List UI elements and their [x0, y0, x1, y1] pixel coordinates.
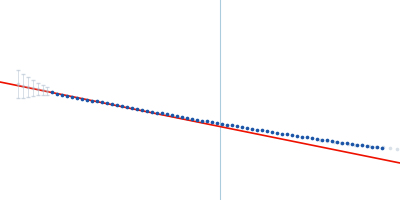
Point	[214, 121, 220, 125]
Point	[154, 111, 160, 115]
Point	[331, 140, 337, 144]
Point	[339, 141, 345, 145]
Point	[49, 90, 55, 94]
Point	[15, 82, 21, 86]
Point	[329, 139, 335, 143]
Point	[30, 86, 36, 90]
Point	[164, 112, 170, 116]
Point	[149, 110, 155, 114]
Point	[159, 111, 165, 115]
Point	[344, 141, 350, 145]
Point	[319, 138, 325, 142]
Point	[229, 123, 235, 127]
Point	[189, 117, 195, 121]
Point	[379, 146, 385, 150]
Point	[35, 87, 41, 91]
Point	[129, 106, 135, 110]
Point	[354, 143, 360, 147]
Point	[64, 94, 70, 98]
Point	[40, 88, 46, 92]
Point	[394, 147, 400, 151]
Point	[284, 132, 290, 136]
Point	[254, 128, 260, 132]
Point	[373, 145, 379, 149]
Point	[89, 99, 95, 103]
Point	[324, 138, 330, 142]
Point	[134, 107, 140, 111]
Point	[99, 100, 105, 104]
Point	[194, 118, 200, 122]
Point	[309, 136, 315, 140]
Point	[74, 96, 80, 100]
Point	[366, 144, 372, 148]
Point	[264, 129, 270, 133]
Point	[109, 102, 115, 106]
Point	[359, 143, 365, 147]
Point	[84, 98, 90, 102]
Point	[387, 146, 393, 150]
Point	[274, 131, 280, 135]
Point	[239, 125, 245, 129]
Point	[44, 89, 50, 93]
Point	[104, 101, 110, 105]
Point	[317, 138, 323, 142]
Point	[119, 104, 125, 108]
Point	[199, 119, 205, 123]
Point	[244, 126, 250, 130]
Point	[174, 114, 180, 118]
Point	[25, 85, 31, 89]
Point	[369, 145, 375, 149]
Point	[124, 105, 130, 109]
Point	[380, 145, 386, 149]
Point	[299, 135, 305, 139]
Point	[374, 145, 380, 149]
Point	[219, 122, 225, 126]
Point	[59, 93, 65, 97]
Point	[359, 143, 365, 147]
Point	[304, 135, 310, 139]
Point	[184, 116, 190, 120]
Point	[79, 97, 85, 101]
Point	[314, 137, 320, 141]
Point	[144, 109, 150, 113]
Point	[364, 144, 370, 148]
Point	[352, 143, 358, 147]
Point	[94, 99, 100, 103]
Point	[334, 140, 340, 144]
Point	[324, 139, 330, 143]
Point	[169, 113, 175, 117]
Point	[204, 119, 210, 123]
Point	[54, 92, 60, 96]
Point	[234, 124, 240, 128]
Point	[294, 134, 300, 138]
Point	[259, 128, 265, 132]
Point	[114, 103, 120, 107]
Point	[20, 84, 26, 88]
Point	[345, 142, 351, 146]
Point	[289, 133, 295, 137]
Point	[249, 127, 255, 131]
Point	[139, 108, 145, 112]
Point	[338, 141, 344, 145]
Point	[349, 142, 355, 146]
Point	[209, 120, 215, 124]
Point	[224, 123, 230, 127]
Point	[269, 130, 275, 134]
Point	[279, 132, 285, 136]
Point	[69, 95, 75, 99]
Point	[179, 115, 185, 119]
